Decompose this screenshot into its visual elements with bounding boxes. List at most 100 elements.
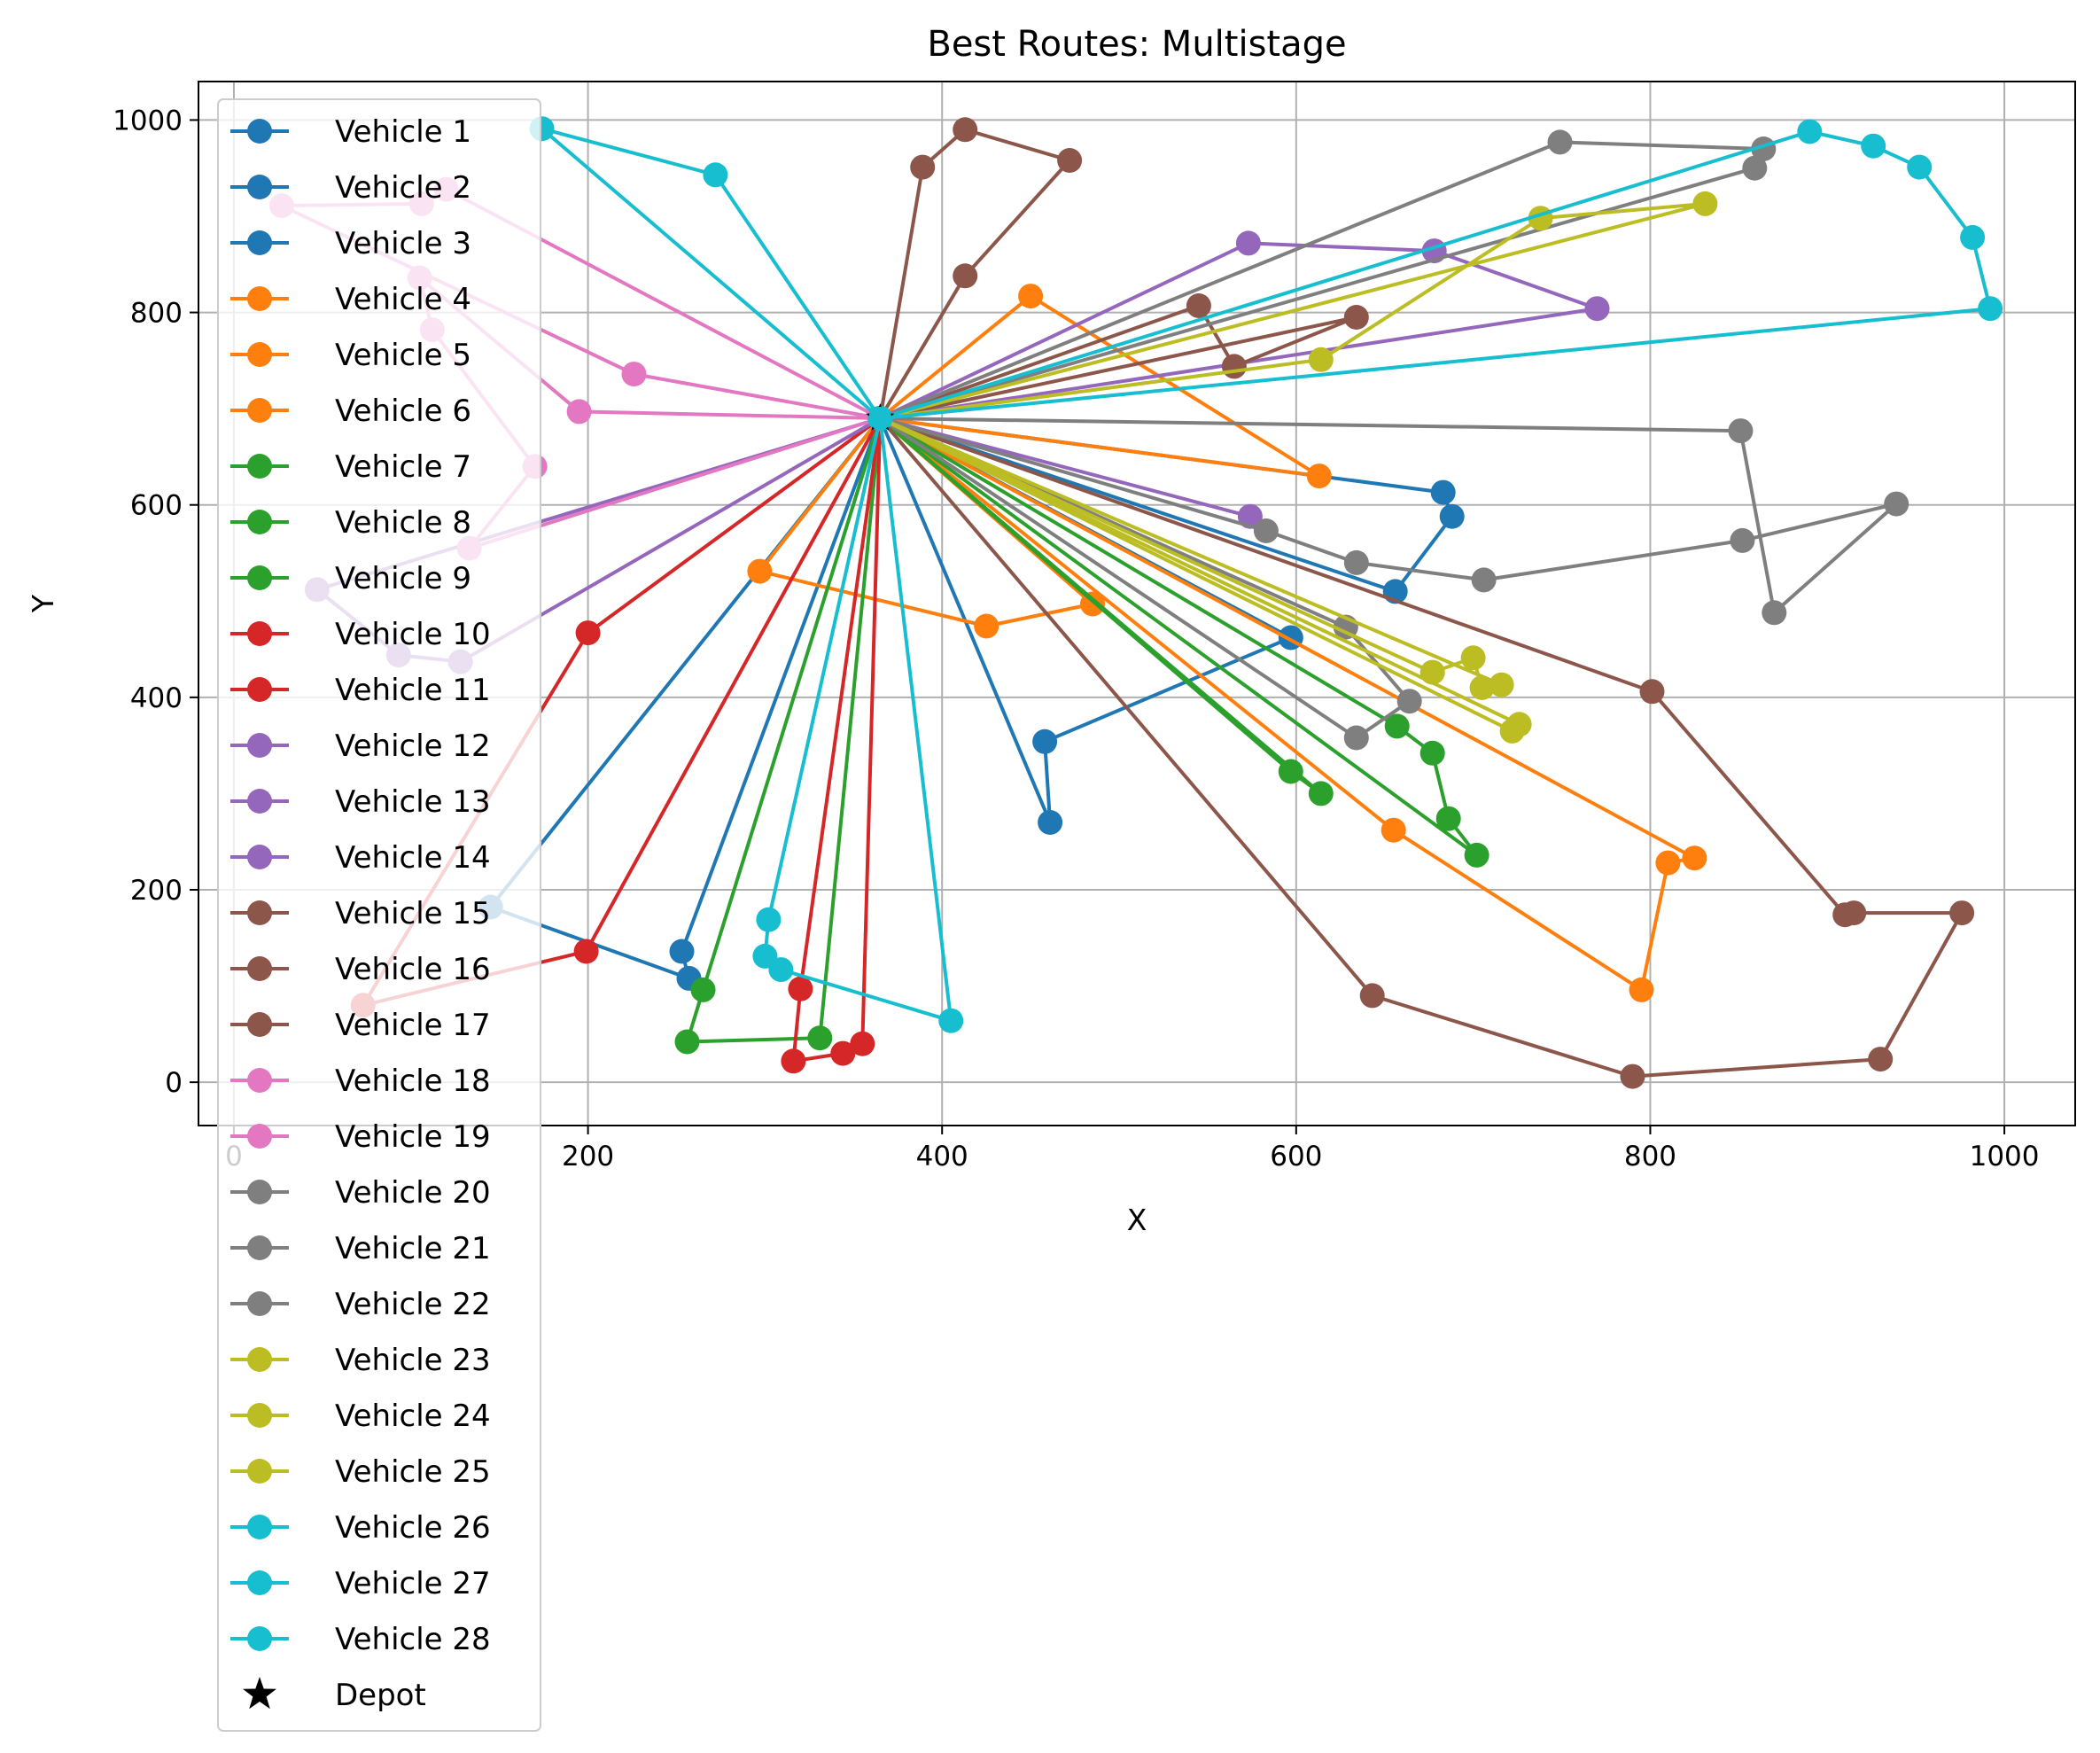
legend-label: Depot	[335, 1678, 426, 1713]
route-stop-marker	[1435, 806, 1461, 831]
route-line	[878, 417, 1323, 796]
legend-item: Vehicle 19	[230, 1119, 491, 1155]
route-stop-marker	[1343, 725, 1369, 751]
route-stop-marker	[1430, 479, 1456, 505]
legend-swatch-marker	[247, 1124, 272, 1149]
route-stop-marker	[910, 154, 936, 180]
route-line	[879, 417, 1697, 992]
route-line	[879, 417, 1479, 857]
x-tick-label: 200	[562, 1141, 614, 1173]
route-stop-marker	[752, 943, 778, 969]
legend-swatch-marker	[247, 230, 272, 255]
legend-label: Vehicle 6	[335, 393, 471, 429]
legend-label: Vehicle 9	[335, 561, 471, 596]
route-stop-marker	[1978, 296, 2003, 322]
legend-label: Vehicle 14	[335, 840, 491, 876]
y-tick-label: 0	[165, 1067, 183, 1099]
route-stop-marker	[938, 1008, 964, 1033]
legend-swatch-marker	[247, 621, 272, 646]
legend-item: Vehicle 12	[230, 728, 491, 764]
legend-item: Vehicle 18	[230, 1063, 491, 1099]
legend-item: Vehicle 26	[230, 1510, 491, 1546]
legend-item: Vehicle 2	[230, 170, 471, 206]
legend-swatch-marker	[247, 1068, 272, 1093]
route-stop-marker	[1742, 155, 1768, 181]
legend-label: Vehicle 7	[335, 449, 471, 485]
route-line	[791, 417, 883, 1063]
route-stop-marker	[621, 362, 647, 387]
legend-label: Vehicle 16	[335, 952, 491, 987]
legend-item: Vehicle 25	[230, 1454, 491, 1490]
route-line	[879, 294, 1321, 479]
legend-item: Vehicle 17	[230, 1008, 491, 1043]
legend-swatch-marker	[247, 677, 272, 702]
legend-item: Vehicle 9	[230, 561, 471, 596]
route-stop-marker	[1728, 418, 1754, 444]
route-stop-marker	[1682, 845, 1707, 871]
legend-label: Vehicle 3	[335, 226, 471, 261]
route-stop-marker	[674, 1029, 700, 1055]
legend-box	[217, 98, 541, 1732]
legend-swatch-marker	[247, 733, 272, 758]
route-stop-marker	[1960, 224, 1986, 250]
route-stop-marker	[953, 263, 978, 289]
route-stop-marker	[669, 939, 695, 964]
legend-item: Vehicle 27	[230, 1566, 491, 1601]
route-stop-marker	[1460, 645, 1486, 671]
y-tick-label: 400	[130, 682, 183, 714]
chart-title: Best Routes: Multistage	[927, 24, 1346, 65]
route-stop-marker	[1762, 600, 1787, 626]
route-stop-marker	[1471, 567, 1497, 593]
legend-item: Vehicle 16	[230, 952, 491, 987]
route-stop-marker	[1832, 902, 1858, 928]
legend-item: Vehicle 5	[230, 338, 471, 373]
legend-item: Vehicle 21	[230, 1231, 491, 1266]
route-stop-marker	[953, 117, 978, 143]
route-stop-marker	[830, 1040, 856, 1066]
route-stop-marker	[1359, 983, 1385, 1009]
plot-frame	[198, 81, 2076, 1126]
route-stop-marker	[1235, 230, 1261, 256]
legend-label: Vehicle 12	[335, 728, 491, 764]
route-stop-marker	[756, 907, 782, 932]
legend-item: Vehicle 3	[230, 226, 471, 261]
route-stop-marker	[974, 613, 999, 639]
depot-overlay-marker	[868, 407, 892, 430]
route-stop-marker	[703, 162, 728, 188]
legend-label: Vehicle 25	[335, 1454, 491, 1490]
legend-item: Vehicle 8	[230, 505, 471, 541]
route-stop-marker	[573, 939, 599, 964]
legend-swatch-marker	[247, 900, 272, 925]
legend-label: Vehicle 24	[335, 1399, 491, 1434]
legend-item: Vehicle 23	[230, 1343, 491, 1378]
legend-label: Vehicle 8	[335, 505, 471, 541]
route-line	[878, 128, 1072, 420]
y-tick-label: 1000	[113, 105, 183, 136]
route-stop-marker	[781, 1048, 806, 1074]
legend-swatch-marker	[247, 956, 272, 981]
route-stop-marker	[1506, 712, 1532, 737]
legend-label: Vehicle 15	[335, 896, 491, 931]
route-stop-marker	[1464, 842, 1489, 868]
legend-swatch-marker	[247, 1570, 272, 1595]
legend-item: Vehicle 10	[230, 617, 491, 652]
route-stop-marker	[788, 976, 813, 1001]
route-line	[540, 127, 882, 420]
legend-depot-marker	[243, 1677, 276, 1710]
route-stop-marker	[1381, 817, 1406, 843]
legend-item: Vehicle 4	[230, 282, 471, 317]
route-stop-marker	[1057, 148, 1083, 173]
legend-label: Vehicle 4	[335, 282, 471, 317]
legend-label: Vehicle 21	[335, 1231, 491, 1266]
route-stop-marker	[1907, 154, 1933, 180]
route-stop-marker	[1018, 284, 1044, 309]
legend-swatch-marker	[247, 454, 272, 479]
legend-swatch-marker	[247, 510, 272, 534]
legend-label: Vehicle 28	[335, 1622, 491, 1657]
route-stop-marker	[1032, 728, 1058, 754]
route-stop-marker	[1692, 191, 1718, 216]
legend-swatch-marker	[247, 789, 272, 814]
legend-item: Vehicle 13	[230, 784, 491, 820]
route-stop-marker	[1547, 129, 1573, 155]
